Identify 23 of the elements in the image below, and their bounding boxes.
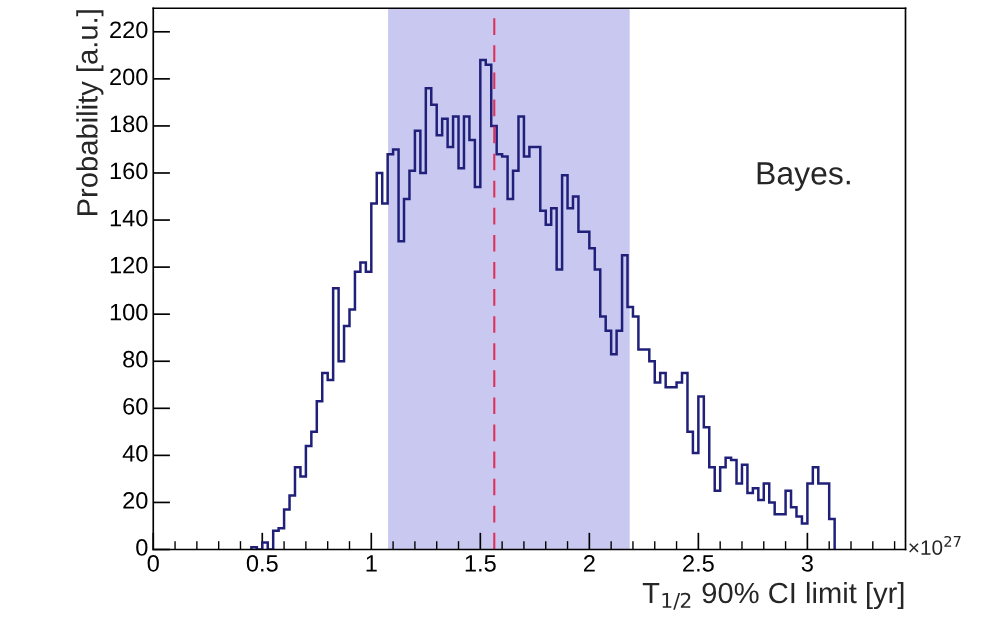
y-tick-label: 0 <box>136 539 148 556</box>
y-tick-label: 140 <box>110 209 148 227</box>
y-tick-label: 180 <box>110 115 148 133</box>
y-tick-label: 60 <box>123 397 148 415</box>
x-tick-label: 2 <box>583 554 595 572</box>
x-tick-label: 0.5 <box>246 554 278 572</box>
x-tick-label: 1.5 <box>465 555 496 572</box>
x-tick-label: 3 <box>801 554 813 572</box>
y-tick-label: 20 <box>123 492 148 509</box>
x-tick-label: 0 <box>147 554 159 572</box>
y-tick-label: 40 <box>122 444 148 462</box>
y-tick-label: 220 <box>110 21 148 39</box>
y-tick-label: 160 <box>110 162 148 180</box>
x-tick-label: 1 <box>366 555 377 572</box>
x-axis-title: T$_{1/2}$ 90% CI limit [yr] <box>642 581 904 610</box>
x-tick-label: 2.5 <box>683 554 714 572</box>
text: ×10$^{27}$ <box>909 535 961 555</box>
annotation: Bayes. <box>757 162 850 191</box>
y-tick-label: 120 <box>110 256 148 274</box>
y-tick-label: 200 <box>110 68 148 86</box>
y-axis-title: Probability [a.u.] <box>76 10 104 215</box>
y-tick-label: 100 <box>110 303 148 321</box>
y-tick-label: 80 <box>123 350 148 368</box>
